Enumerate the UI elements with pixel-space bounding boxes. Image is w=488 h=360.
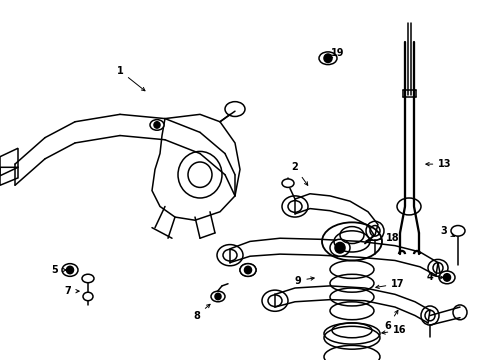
Ellipse shape — [329, 239, 349, 256]
Circle shape — [334, 243, 345, 253]
Circle shape — [66, 266, 73, 274]
Ellipse shape — [62, 264, 78, 276]
Text: 17: 17 — [375, 279, 404, 289]
Circle shape — [154, 122, 160, 128]
Text: 5: 5 — [52, 265, 66, 275]
Ellipse shape — [438, 271, 454, 284]
Circle shape — [244, 266, 251, 274]
Text: 16: 16 — [381, 325, 406, 336]
Circle shape — [324, 54, 331, 63]
Ellipse shape — [82, 274, 94, 283]
Circle shape — [443, 274, 449, 281]
Text: 4: 4 — [426, 273, 442, 282]
Ellipse shape — [150, 120, 163, 130]
Circle shape — [244, 266, 251, 274]
Text: 3: 3 — [440, 226, 454, 237]
Text: 7: 7 — [64, 286, 79, 296]
Ellipse shape — [282, 179, 293, 188]
Text: 8: 8 — [193, 304, 210, 320]
Text: 2: 2 — [291, 162, 307, 185]
Ellipse shape — [240, 264, 256, 276]
Ellipse shape — [450, 225, 464, 236]
Circle shape — [215, 293, 221, 300]
Ellipse shape — [83, 292, 93, 301]
Text: 13: 13 — [425, 159, 451, 169]
Text: 1: 1 — [116, 66, 144, 91]
Ellipse shape — [240, 264, 256, 276]
Text: 9: 9 — [294, 276, 313, 285]
Text: 19: 19 — [328, 48, 344, 58]
Ellipse shape — [318, 52, 336, 64]
Text: 18: 18 — [365, 233, 399, 243]
Ellipse shape — [210, 291, 224, 302]
Text: 6: 6 — [384, 310, 397, 331]
